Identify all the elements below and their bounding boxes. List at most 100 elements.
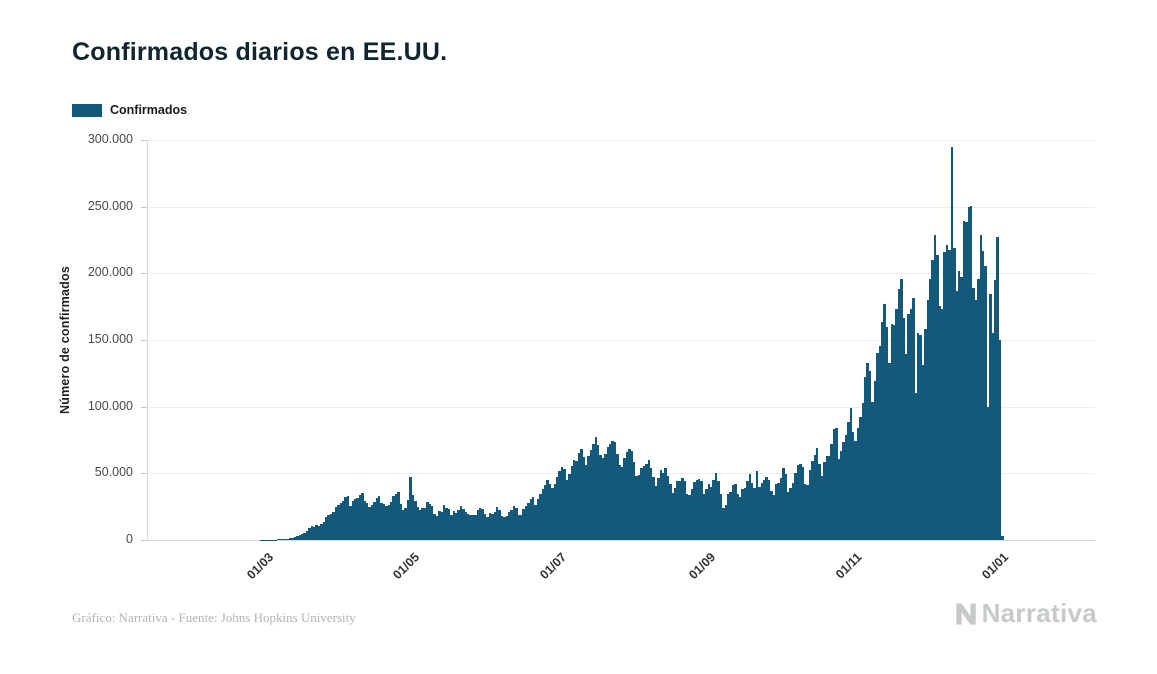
bar [527,502,530,540]
bar [390,501,393,540]
bar [803,484,807,540]
bar [298,535,301,540]
bar [941,308,944,540]
bar [707,484,711,540]
bar [722,508,725,540]
bar [524,505,528,540]
bar [613,442,617,540]
bar [702,494,706,540]
bar [789,487,792,540]
bar [823,462,826,540]
bar [936,254,939,540]
y-tick-mark [141,140,147,141]
bar [495,507,499,540]
bar [353,499,357,540]
bar [832,429,836,540]
bar [705,489,708,540]
bar [977,279,980,540]
bar [796,465,800,540]
bar [334,507,338,540]
x-tick-label: 01/05 [390,550,423,583]
bar [397,491,400,540]
bar [904,354,908,540]
bar [491,513,494,540]
bar [344,497,347,540]
bar [945,245,949,540]
bar [640,468,643,540]
bar [801,467,804,540]
bar [666,475,670,540]
bar [500,516,504,540]
bar [654,486,658,540]
bar [553,484,557,540]
bar [601,458,605,540]
bar [351,500,354,540]
bar [512,505,516,540]
bar [447,509,451,540]
bar [532,497,535,540]
gridline [147,540,1095,541]
bar [953,247,956,540]
bar [933,235,937,540]
bar [825,456,828,540]
bar [378,496,381,540]
bar [856,427,860,540]
bar [907,314,910,540]
bar [609,444,612,540]
y-tick-mark [141,473,147,475]
bar [440,512,443,540]
bar [909,309,913,540]
bar [433,513,436,540]
bar [356,497,359,540]
bar [421,508,424,540]
bar [493,511,496,540]
bar [830,444,833,540]
legend: Confirmados [72,103,187,117]
bar [385,506,388,540]
bar [428,503,431,540]
bar [948,249,951,540]
bar [815,447,819,540]
bar [519,514,523,540]
legend-label: Confirmados [110,103,188,117]
x-axis-labels: 01/03 01/05 01/07 01/09 01/11 01/01 [147,550,1011,590]
bar [286,538,289,540]
bar [926,299,930,540]
bar [414,500,417,540]
bar [791,483,795,540]
bar [763,479,766,540]
bar [534,505,537,540]
bar [570,466,573,540]
bar [868,371,872,540]
bar [652,477,655,540]
bar [693,481,696,540]
bar [734,484,737,540]
bar [580,449,583,540]
bar [767,479,771,540]
bar [989,294,992,540]
y-tick-mark [141,273,147,275]
bar [888,362,891,540]
bar [635,476,638,540]
bar [861,402,865,540]
bar [418,510,422,540]
bar [669,483,672,540]
bar [880,322,884,540]
bar [642,466,646,540]
bar [931,259,934,540]
bar [317,526,321,540]
bar [633,462,636,540]
bar [678,480,682,540]
bar [558,470,561,540]
bar [943,252,946,540]
bar [435,515,439,540]
bar [346,495,350,540]
bar [818,463,821,540]
bar [844,435,848,540]
y-tick-mark [141,406,147,408]
y-tick-label: 200.000 [87,265,133,280]
bar [599,455,602,540]
bar [972,288,975,540]
bar [445,507,448,540]
